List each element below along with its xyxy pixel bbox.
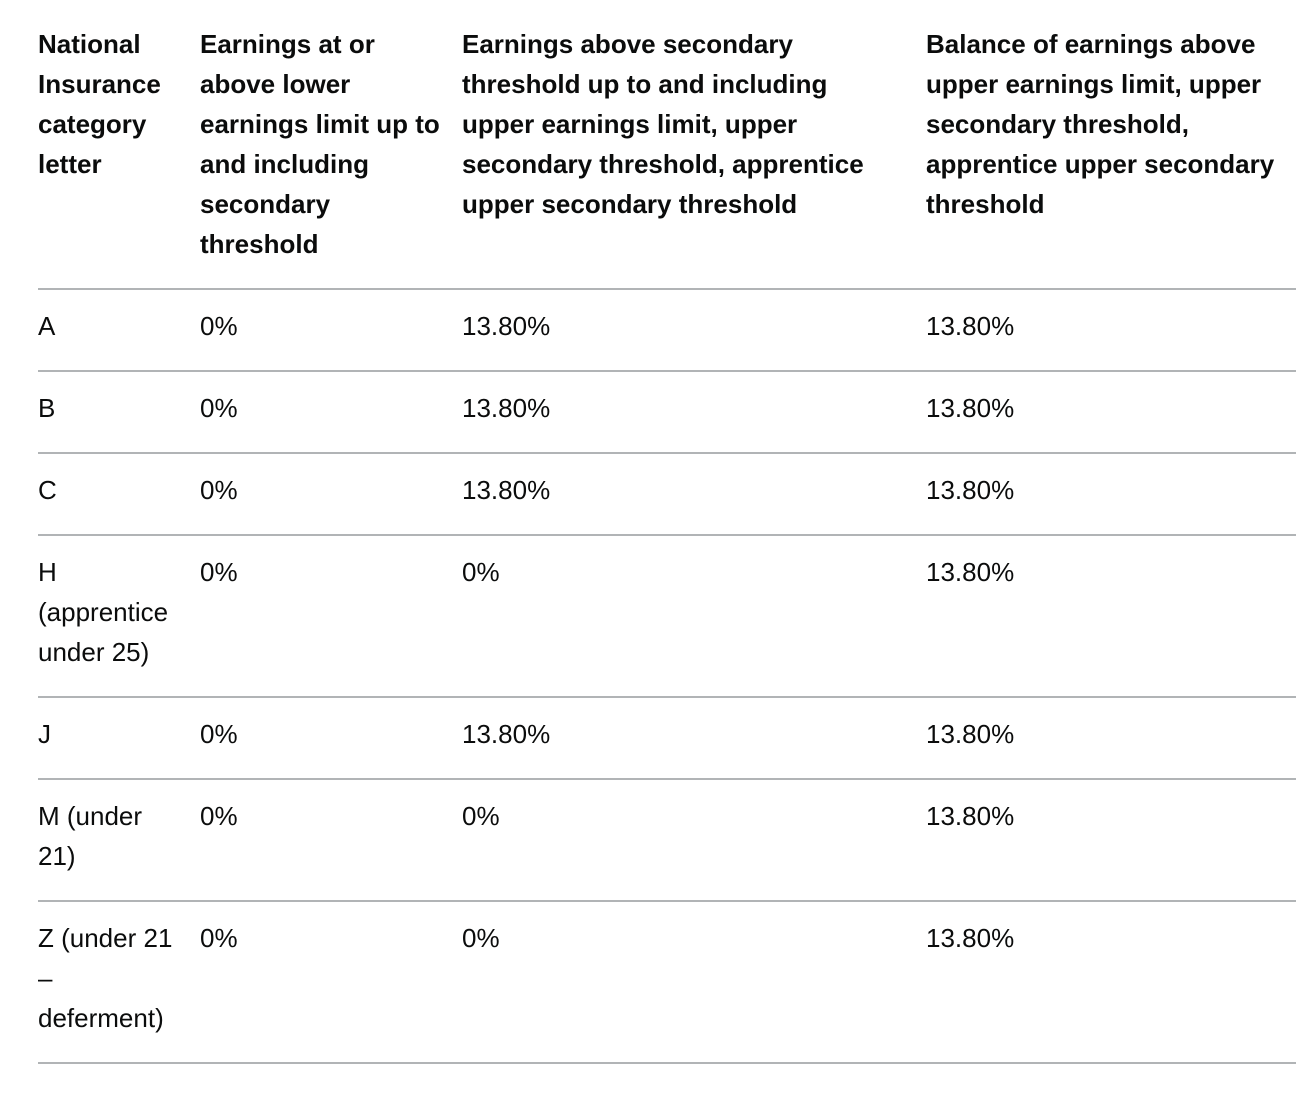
cell-rate: 0% <box>200 535 462 698</box>
cell-rate: 13.80% <box>462 289 926 372</box>
cell-rate: 13.80% <box>926 901 1296 1064</box>
cell-category: Z (under 21 – deferment) <box>38 901 200 1064</box>
cell-rate: 0% <box>462 901 926 1064</box>
cell-category: H (apprentice under 25) <box>38 535 200 698</box>
cell-category: M (under 21) <box>38 779 200 902</box>
cell-category: C <box>38 453 200 536</box>
table-row: C 0% 13.80% 13.80% <box>38 453 1296 536</box>
cell-rate: 13.80% <box>926 371 1296 454</box>
cell-rate: 0% <box>462 535 926 698</box>
header-secondary-threshold: Earnings above secondary threshold up to… <box>462 24 926 290</box>
header-balance-earnings: Balance of earnings above upper earnings… <box>926 24 1296 290</box>
ni-contributions-table: National Insurance category letter Earni… <box>38 24 1296 1064</box>
cell-rate: 0% <box>200 453 462 536</box>
cell-rate: 13.80% <box>926 697 1296 780</box>
cell-rate: 0% <box>200 289 462 372</box>
table-container: National Insurance category letter Earni… <box>38 24 1296 1064</box>
cell-rate: 13.80% <box>926 779 1296 902</box>
table-row: A 0% 13.80% 13.80% <box>38 289 1296 372</box>
table-row: Z (under 21 – deferment) 0% 0% 13.80% <box>38 901 1296 1064</box>
header-row: National Insurance category letter Earni… <box>38 24 1296 290</box>
cell-rate: 13.80% <box>926 289 1296 372</box>
header-lower-earnings: Earnings at or above lower earnings limi… <box>200 24 462 290</box>
cell-category: A <box>38 289 200 372</box>
cell-rate: 0% <box>200 371 462 454</box>
cell-rate: 13.80% <box>462 371 926 454</box>
table-row: B 0% 13.80% 13.80% <box>38 371 1296 454</box>
cell-rate: 13.80% <box>926 535 1296 698</box>
cell-rate: 13.80% <box>462 697 926 780</box>
cell-category: B <box>38 371 200 454</box>
cell-rate: 0% <box>200 697 462 780</box>
header-category-letter: National Insurance category letter <box>38 24 200 290</box>
table-row: J 0% 13.80% 13.80% <box>38 697 1296 780</box>
cell-rate: 13.80% <box>462 453 926 536</box>
table-body: A 0% 13.80% 13.80% B 0% 13.80% 13.80% C … <box>38 289 1296 1064</box>
table-header: National Insurance category letter Earni… <box>38 24 1296 290</box>
cell-rate: 13.80% <box>926 453 1296 536</box>
table-row: M (under 21) 0% 0% 13.80% <box>38 779 1296 902</box>
cell-category: J <box>38 697 200 780</box>
cell-rate: 0% <box>200 779 462 902</box>
cell-rate: 0% <box>200 901 462 1064</box>
table-row: H (apprentice under 25) 0% 0% 13.80% <box>38 535 1296 698</box>
cell-rate: 0% <box>462 779 926 902</box>
